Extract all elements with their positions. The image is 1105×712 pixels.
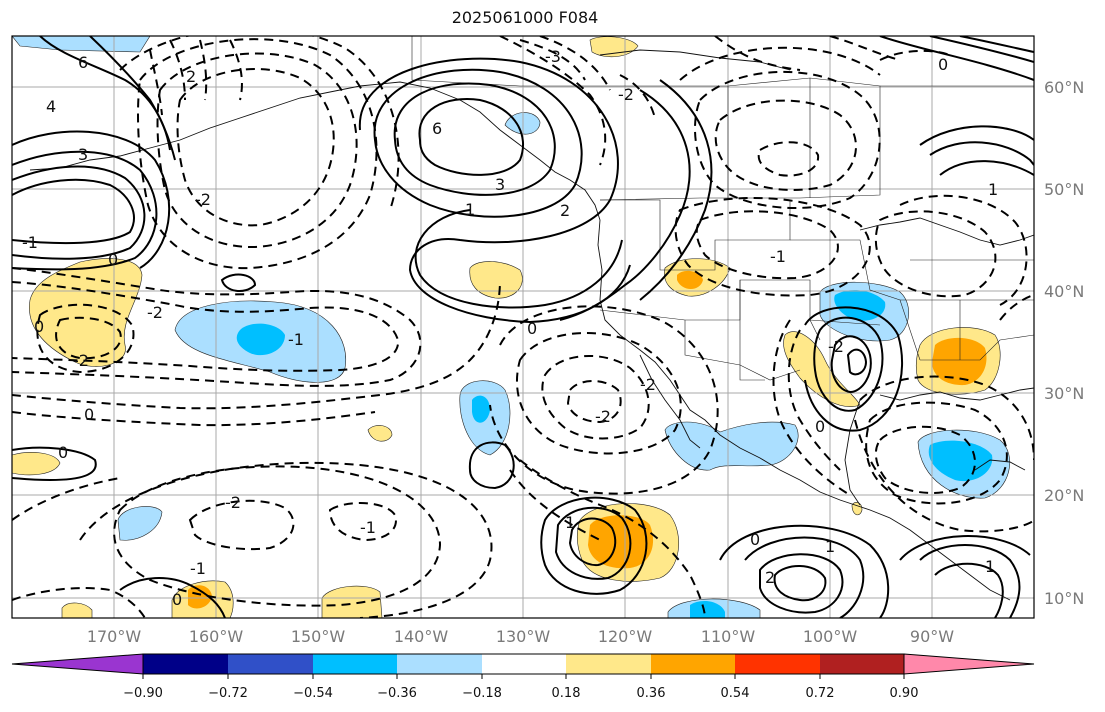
contour-label: -1 — [360, 518, 376, 537]
contour-label: -1 — [770, 247, 786, 266]
contour-label: -1 — [22, 233, 38, 252]
colorbar-swatch — [143, 654, 228, 674]
contour-label: 1 — [985, 557, 995, 576]
contour-label: 3 — [495, 175, 505, 194]
colorbar-tick-label: 0.54 — [721, 686, 750, 701]
contour-label: 0 — [750, 530, 760, 549]
lon-label-160: 160°W — [189, 627, 244, 646]
colorbar-tick-label: −0.18 — [462, 686, 502, 701]
contour-label: 6 — [78, 53, 88, 72]
contour-label: 3 — [78, 145, 88, 164]
contour-label: -2 — [618, 85, 634, 104]
contour-label: 6 — [432, 119, 442, 138]
contour-label: -2 — [225, 493, 241, 512]
dashed-contours — [12, 36, 1034, 618]
contour-label: 0 — [84, 405, 94, 424]
colorbar-tick-label: 0.90 — [890, 686, 919, 701]
contour-label: 0 — [108, 250, 118, 269]
contour-label: -2 — [147, 303, 163, 322]
map-title: 2025061000 F084 — [451, 8, 599, 27]
colorbar-swatch — [397, 654, 482, 674]
lat-label-30: 30°N — [1044, 384, 1084, 403]
contour-labels: 6 4 3 2 6 3 1 2 -3 -2 0 1 0 -1 -2 -2 0 0… — [22, 47, 998, 609]
contour-label: 1 — [465, 200, 475, 219]
contour-label: -2 — [595, 407, 611, 426]
contour-label: -1 — [190, 559, 206, 578]
lon-label-120: 120°W — [598, 627, 653, 646]
contour-label: 4 — [46, 97, 56, 116]
latitude-labels: 60°N 50°N 40°N 30°N 20°N 10°N — [1044, 78, 1084, 608]
contour-label: 2 — [765, 568, 775, 587]
lat-label-20: 20°N — [1044, 486, 1084, 505]
contour-label: -2 — [640, 375, 656, 394]
lon-label-170: 170°W — [87, 627, 142, 646]
colorbar-tick-label: 0.36 — [637, 686, 666, 701]
contour-label: -2 — [828, 337, 844, 356]
colorbar-tick-label: −0.54 — [293, 686, 333, 701]
colorbar-tick-label: −0.72 — [208, 686, 248, 701]
colorbar-extend-right — [903, 653, 1035, 675]
contour-label: -2 — [73, 351, 89, 370]
lat-label-50: 50°N — [1044, 180, 1084, 199]
contour-label: -2 — [195, 190, 211, 209]
plot-frame — [11, 35, 1035, 619]
colorbar-tick-label: −0.36 — [377, 686, 417, 701]
colorbar-swatch — [482, 654, 566, 674]
contour-label: 0 — [58, 443, 68, 462]
colorbar-swatch — [820, 654, 904, 674]
contour-label: 0 — [34, 317, 44, 336]
lat-label-40: 40°N — [1044, 282, 1084, 301]
contour-label: 1 — [825, 537, 835, 556]
colorbar-tick-label: 0.72 — [806, 686, 835, 701]
colorbar: −0.90 −0.72 −0.54 −0.36 −0.18 0.18 0.36 … — [11, 653, 1035, 701]
contour-label: 1 — [565, 513, 575, 532]
lon-label-140: 140°W — [394, 627, 449, 646]
contour-label: -3 — [545, 47, 561, 66]
contour-label: 1 — [988, 180, 998, 199]
colorbar-tick-label: −0.90 — [123, 686, 163, 701]
contour-label: 0 — [527, 319, 537, 338]
colorbar-swatch — [566, 654, 651, 674]
lat-label-60: 60°N — [1044, 78, 1084, 97]
contour-label: -1 — [288, 330, 304, 349]
contour-label: 2 — [560, 201, 570, 220]
colorbar-tick-label: 0.18 — [552, 686, 581, 701]
colorbar-swatch — [651, 654, 735, 674]
contour-label: 2 — [186, 67, 196, 86]
lon-label-110: 110°W — [701, 627, 756, 646]
colorbar-swatch — [735, 654, 820, 674]
longitude-labels: 170°W 160°W 150°W 140°W 130°W 120°W 110°… — [87, 627, 954, 646]
solid-contours — [12, 36, 1034, 618]
lon-label-100: 100°W — [803, 627, 858, 646]
lon-label-90: 90°W — [910, 627, 954, 646]
contour-label: 0 — [938, 55, 948, 74]
colorbar-swatch — [228, 654, 313, 674]
lon-label-150: 150°W — [291, 627, 346, 646]
colorbar-swatch — [313, 654, 397, 674]
lat-label-10: 10°N — [1044, 589, 1084, 608]
colorbar-extend-left — [11, 653, 144, 675]
borders — [411, 36, 1034, 381]
lon-label-130: 130°W — [496, 627, 551, 646]
contour-label: 0 — [172, 590, 182, 609]
contour-label: 0 — [815, 417, 825, 436]
